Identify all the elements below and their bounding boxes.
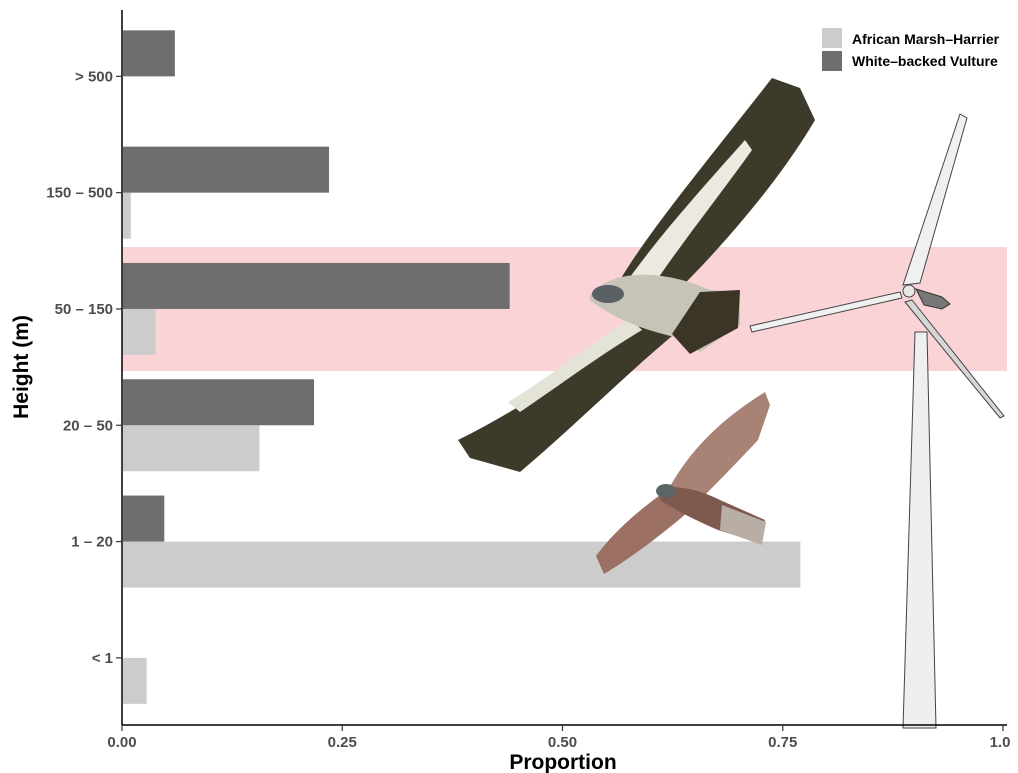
legend: African Marsh–Harrier White–backed Vultu… [822,28,1000,71]
bar-vulture-3 [123,262,510,309]
legend-swatch-harrier [822,28,842,48]
x-tick-label-0: 0.00 [107,734,136,751]
bar-vulture-2 [123,379,315,426]
y-tick-label-1: 1 – 20 [71,534,113,551]
y-tick-label-5: > 500 [75,68,113,85]
bar-harrier-0 [123,657,147,704]
legend-label-vulture: White–backed Vulture [852,53,998,69]
y-ticks: < 1 1 – 20 20 – 50 50 – 150 150 – 500 > 500 [46,68,122,667]
bars [123,30,801,704]
legend-swatch-vulture [822,51,842,71]
y-tick-label-2: 20 – 50 [63,417,113,434]
x-tick-label-4: 1.0 [990,734,1011,751]
y-tick-label-3: 50 – 150 [55,301,113,318]
x-tick-label-2: 0.50 [548,734,577,751]
x-axis-title: Proportion [509,751,616,773]
y-axis-title: Height (m) [10,315,33,419]
legend-label-harrier: African Marsh–Harrier [852,31,1000,47]
bar-vulture-4 [123,146,330,193]
bar-harrier-4 [123,192,131,239]
bar-vulture-5 [123,30,175,77]
bar-harrier-1 [123,541,801,588]
wind-turbine-illustration [749,113,1005,729]
african-marsh-harrier-illustration [596,392,770,574]
x-tick-label-3: 0.75 [768,734,797,751]
y-tick-label-4: 150 – 500 [46,185,113,202]
bar-vulture-1 [123,495,165,542]
bar-harrier-2 [123,425,260,472]
y-tick-label-0: < 1 [92,650,113,667]
white-backed-vulture-illustration [458,78,815,472]
bar-harrier-3 [123,308,156,355]
x-ticks: 0.00 0.25 0.50 0.75 1.0 [107,725,1010,751]
x-tick-label-1: 0.25 [328,734,357,751]
